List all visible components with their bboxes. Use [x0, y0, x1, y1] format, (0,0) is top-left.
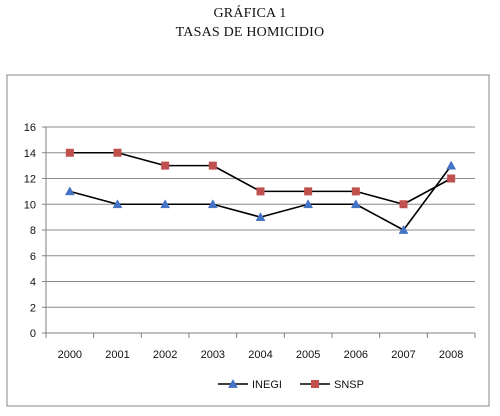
x-axis-tick-labels: 2000 2001 2002 2003 2004 2005 2006 2007 2008 [58, 349, 464, 361]
data-point-inegi-2001 [112, 199, 123, 209]
data-point-inegi-2000 [64, 186, 75, 196]
y-tick-label-10: 10 [24, 199, 36, 211]
data-point-snsp-2007 [399, 200, 408, 209]
data-point-snsp-2005 [304, 187, 313, 196]
data-point-inegi-2007 [398, 224, 409, 234]
x-tick-label-2008: 2008 [439, 349, 463, 361]
data-point-inegi-2002 [160, 199, 171, 209]
data-point-snsp-2003 [208, 161, 217, 170]
y-tick-label-14: 14 [24, 148, 36, 160]
x-tick-label-2004: 2004 [248, 349, 272, 361]
chart-title-line-1: GRÁFICA 1 [213, 6, 287, 21]
legend-marker-inegi [228, 378, 238, 388]
x-tick-label-2006: 2006 [344, 349, 368, 361]
x-tick-label-2000: 2000 [58, 349, 82, 361]
data-point-snsp-2000 [65, 148, 74, 157]
data-point-inegi-2004 [255, 212, 266, 221]
data-point-inegi-2006 [350, 199, 361, 209]
y-tick-label-0: 0 [30, 328, 36, 340]
data-point-inegi-2005 [303, 199, 314, 209]
series-markers [64, 148, 457, 234]
y-tick-label-16: 16 [24, 122, 36, 134]
y-tick-label-2: 2 [30, 302, 36, 314]
y-tick-label-12: 12 [24, 174, 36, 186]
legend-marker-snsp [311, 380, 319, 388]
legend: INEGI SNSP [218, 378, 364, 391]
data-point-snsp-2001 [113, 148, 122, 157]
x-tick-label-2005: 2005 [296, 349, 320, 361]
y-tick-label-6: 6 [30, 251, 36, 263]
legend-label-snsp: SNSP [334, 379, 364, 391]
data-point-inegi-2003 [207, 199, 218, 209]
x-tick-label-2007: 2007 [391, 349, 415, 361]
data-point-snsp-2004 [256, 187, 265, 196]
y-axis-tick-labels: 0 2 4 6 8 10 12 14 16 [24, 122, 36, 340]
data-point-snsp-2002 [161, 161, 170, 170]
y-tick-label-8: 8 [30, 225, 36, 237]
y-tick-label-4: 4 [30, 277, 36, 289]
x-tick-label-2001: 2001 [105, 349, 129, 361]
x-tick-label-2003: 2003 [201, 349, 225, 361]
chart-frame [6, 74, 490, 407]
data-point-inegi-2008 [446, 160, 457, 170]
legend-label-inegi: INEGI [252, 379, 282, 391]
data-point-snsp-2006 [351, 187, 360, 196]
x-tick-label-2002: 2002 [153, 349, 177, 361]
axes [42, 126, 476, 338]
data-point-snsp-2008 [447, 174, 456, 183]
chart-title-line-2: TASAS DE HOMICIDIO [175, 25, 325, 40]
